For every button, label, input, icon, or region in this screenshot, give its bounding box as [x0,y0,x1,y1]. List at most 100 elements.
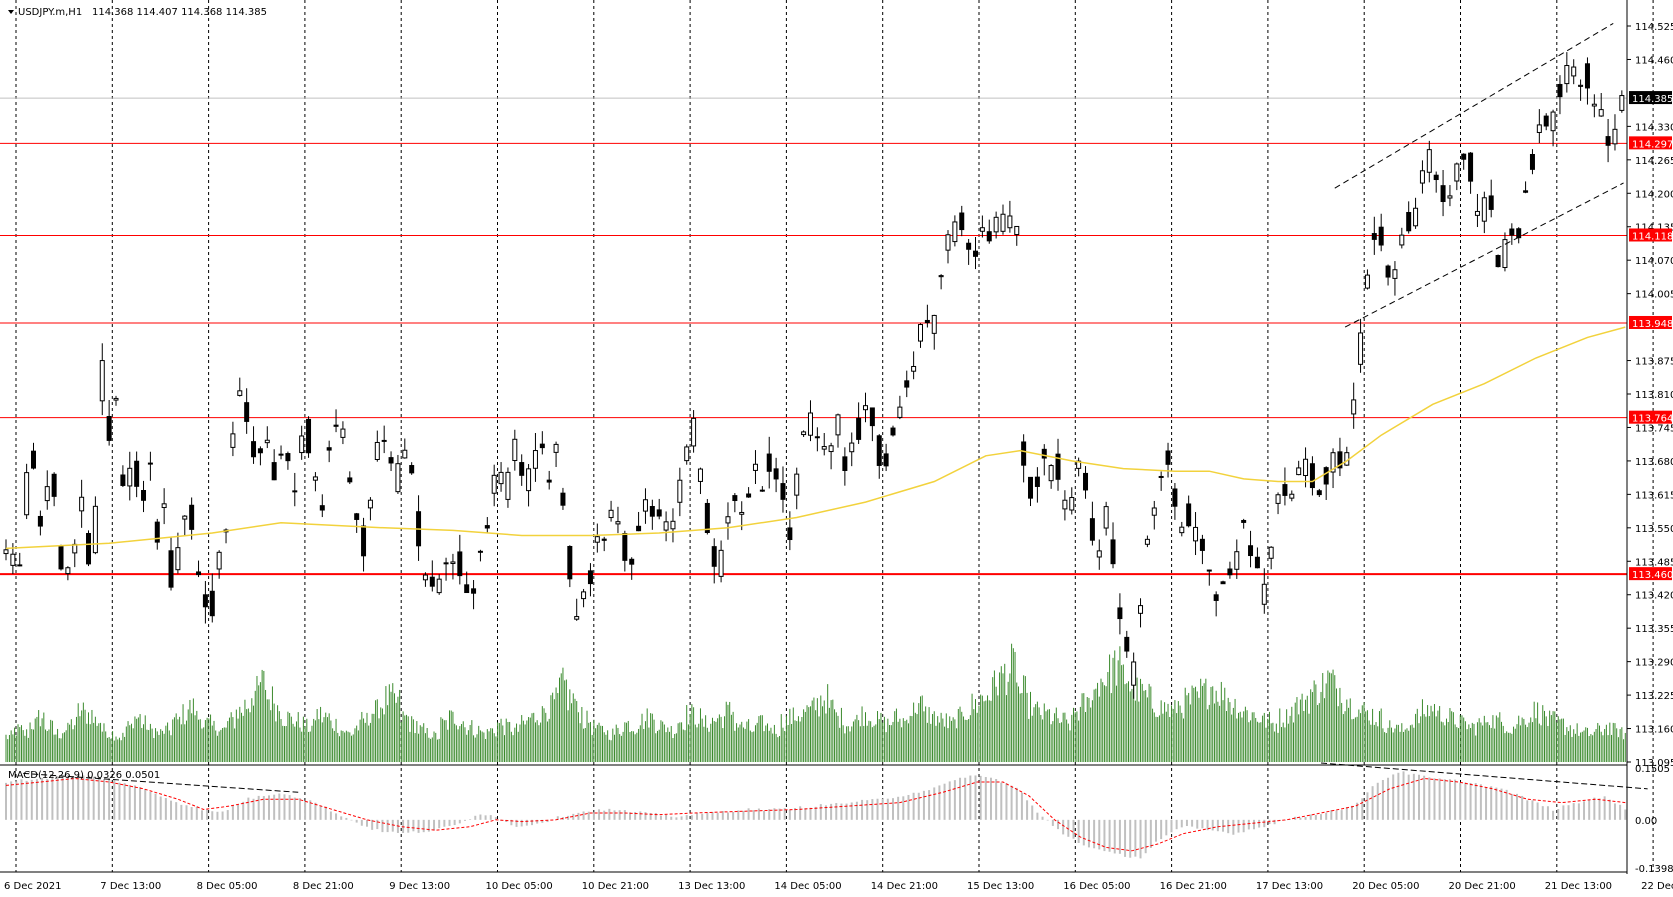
candle-body [1358,332,1364,365]
candle-body [1612,128,1618,145]
level-price-text: 113.764 [1632,414,1673,425]
x-tick-label: 7 Dec 13:00 [100,881,161,892]
candle-body [1172,488,1178,507]
x-tick-label: 8 Dec 05:00 [197,881,258,892]
candle-body [340,428,346,438]
candle-body [966,242,972,250]
candle-body [677,479,683,503]
candle-body [505,471,511,500]
candle-body [704,502,710,533]
candle-body [1268,546,1274,559]
candle-body [622,533,628,561]
candle-body [1254,556,1260,569]
candle-body [1007,215,1013,229]
candle-body [257,448,263,454]
candle-body [1199,538,1205,551]
candle-body [3,549,9,555]
candle-body [1605,136,1611,146]
candle-body [1578,84,1584,87]
candle-body [780,483,786,500]
price-tick-label: 113.810 [1635,390,1673,401]
candle-body [1502,239,1508,269]
candle-body [10,553,16,566]
candle-body [691,417,697,447]
candle-body [202,594,208,608]
candle-body [1103,506,1109,529]
candle-body [127,467,133,487]
candle-body [752,463,758,471]
candle-body [746,493,752,498]
candle-body [58,546,64,570]
candle-body [498,471,504,485]
candle-body [931,314,937,334]
x-tick-label: 22 Dec 05:00 [1641,881,1673,892]
horizontal-levels [0,97,1627,576]
candle-body [835,414,841,436]
candle-body [161,503,167,509]
candle-body [402,449,408,459]
candle-body [959,212,965,231]
candle-body [1454,163,1460,182]
candle-body [120,474,126,486]
candle-body [1227,568,1233,576]
candle-body [1351,399,1357,415]
candle-body [86,533,92,565]
candle-body [1364,274,1370,289]
candle-body [876,435,882,466]
dropdown-triangle-icon[interactable] [8,10,14,14]
candle-body [1392,269,1398,279]
candle-body [807,412,813,436]
candle-body [1557,83,1563,98]
candle-body [1117,607,1123,620]
macd-panel [5,762,1648,859]
level-price-text: 113.460 [1632,570,1673,581]
candle-body [168,550,174,588]
candle-body [1309,463,1315,489]
candle-body [1523,190,1529,193]
candle-body [1069,497,1075,511]
candle-body [154,521,160,543]
macd-divergence-line [1320,762,1648,790]
candle-body [1529,154,1535,170]
candle-body [1138,605,1144,614]
candle-body [1550,111,1556,132]
level-price-text: 113.948 [1632,319,1673,330]
candle-body [615,521,621,525]
level-price-tag [1629,567,1672,581]
candle-body [429,576,435,587]
candle-body [539,443,545,449]
candle-body [587,570,593,585]
candle-body [1495,255,1501,268]
candle-body [684,446,690,462]
candle-body [409,465,415,474]
candle-body [1206,569,1212,572]
candle-body [484,525,490,529]
candle-body [739,511,745,515]
candle-body [443,562,449,565]
candle-body [326,447,332,451]
candle-body [1131,661,1137,686]
candle-body [911,365,917,372]
candle-body [1289,493,1295,499]
candle-body [1474,210,1480,216]
x-tick-label: 14 Dec 05:00 [774,881,841,892]
candle-body [147,462,153,465]
candle-body [1282,484,1288,496]
candle-body [1041,448,1047,459]
candle-body [436,578,442,594]
candle-body [422,574,428,581]
candle-body [51,473,57,497]
candle-body [794,473,800,496]
candle-body [574,616,580,620]
candle-body [773,468,779,480]
candle-body [546,479,552,483]
candle-body [31,450,37,469]
level-price-text: 114.118 [1632,231,1673,242]
candle-body [1488,195,1494,210]
candle-body [65,567,71,575]
candle-body [1371,233,1377,240]
candle-body [1509,228,1515,236]
candle-body [787,527,793,541]
candle-body [1337,451,1343,469]
